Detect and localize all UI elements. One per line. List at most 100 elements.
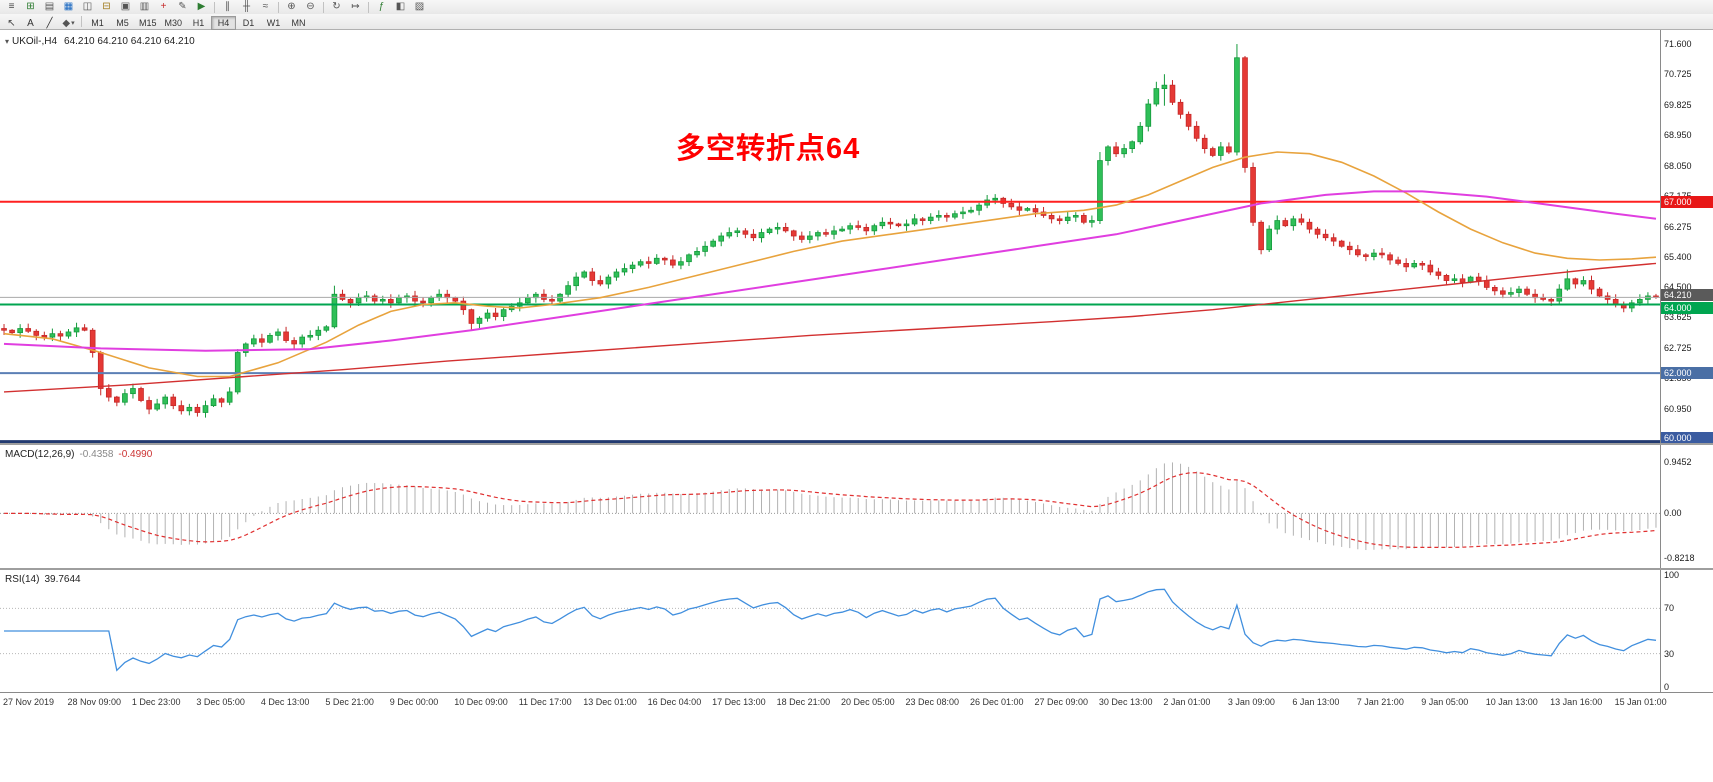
time-axis-label: 18 Dec 21:00 bbox=[776, 697, 831, 707]
navigator-icon: ⊟ bbox=[102, 1, 111, 12]
macd-label: MACD(12,26,9) bbox=[5, 449, 75, 460]
toolbar-data-window-button[interactable]: ◫ bbox=[78, 1, 97, 13]
time-axis-label: 23 Dec 08:00 bbox=[905, 697, 960, 707]
time-axis-label: 16 Dec 04:00 bbox=[647, 697, 702, 707]
time-axis-label: 5 Dec 21:00 bbox=[325, 697, 374, 707]
toolbar-bar-chart-button[interactable]: ∥ bbox=[218, 1, 237, 13]
time-axis-label: 10 Jan 13:00 bbox=[1485, 697, 1538, 707]
toolbar-auto-scroll-button[interactable]: ↻ bbox=[327, 1, 346, 13]
toolbar-terminal-button[interactable]: ▣ bbox=[116, 1, 135, 13]
time-axis-label: 9 Jan 05:00 bbox=[1421, 697, 1469, 707]
toolbar-market-watch-button[interactable]: ▦ bbox=[59, 1, 78, 13]
toolbar-zoom-in-button[interactable]: ⊕ bbox=[282, 1, 301, 13]
toolbar-separator bbox=[81, 16, 82, 27]
macd-scale[interactable]: 0.9452 0.00 -0.8218 bbox=[1660, 445, 1713, 568]
toolbar-row-2: ↖ A ╱ ◆ ▾ M1 M5 M15 M30 H1 H4 D1 W1 MN bbox=[0, 14, 1713, 30]
toolbar-separator bbox=[214, 1, 215, 13]
time-axis-label: 13 Dec 01:00 bbox=[583, 697, 637, 707]
price-axis-label: 60.950 bbox=[1664, 404, 1692, 415]
timeframe-m1-button[interactable]: M1 bbox=[85, 16, 110, 30]
price-badge-support-60: 60.000 bbox=[1661, 431, 1713, 443]
main-price-scale[interactable]: 71.60070.72569.82568.95068.05067.17566.2… bbox=[1660, 30, 1713, 443]
time-axis-label: 17 Dec 13:00 bbox=[712, 697, 766, 707]
templates-icon: ▨ bbox=[414, 1, 425, 12]
main-chart-panel[interactable]: ▾ UKOil-,H4 64.210 64.210 64.210 64.210 多空… bbox=[0, 30, 1713, 443]
toolbar-new-order-button[interactable]: + bbox=[154, 1, 173, 13]
rsi-indicator-chart[interactable] bbox=[0, 570, 1660, 692]
macd-indicator-chart[interactable] bbox=[0, 445, 1660, 568]
toolbar-separator bbox=[368, 1, 369, 13]
timeframe-m30-button[interactable]: M30 bbox=[161, 16, 187, 30]
price-axis-label: 64.500 bbox=[1664, 282, 1692, 293]
chart-annotation: 多空转折点64 bbox=[676, 133, 861, 165]
time-axis-label: 3 Dec 05:00 bbox=[196, 697, 245, 707]
time-axis[interactable]: 27 Nov 2019 28 Nov 09:00 1 Dec 23:00 3 Dec … bbox=[0, 692, 1713, 714]
toolbar-draw-tools-button[interactable]: ◆ ▾ bbox=[59, 17, 78, 31]
time-axis-label: 9 Dec 00:00 bbox=[389, 697, 439, 707]
rsi-panel[interactable]: RSI(14) 39.7644 100 70 30 0 bbox=[0, 568, 1713, 692]
candlestick-chart[interactable] bbox=[0, 30, 1660, 443]
line-chart-icon: ≈ bbox=[262, 1, 269, 12]
draw-tools-icon: ◆ bbox=[62, 17, 71, 29]
toolbar-periods-button[interactable]: ◧ bbox=[391, 1, 410, 13]
price-axis-label: 70.725 bbox=[1664, 69, 1692, 80]
toolbar-chart-shift-button[interactable]: ↦ bbox=[346, 1, 365, 13]
macd-panel[interactable]: MACD(12,26,9) -0.4358 -0.4990 0.9452 0.00 -0… bbox=[0, 443, 1713, 568]
market-watch-icon: ▦ bbox=[63, 1, 74, 12]
price-axis-label: 71.600 bbox=[1664, 39, 1692, 50]
rsi-scale[interactable]: 100 70 30 0 bbox=[1660, 570, 1713, 692]
terminal-icon: ▣ bbox=[120, 1, 131, 12]
toolbar-strategy-tester-button[interactable]: ▥ bbox=[135, 1, 154, 13]
ma-slow-red-line bbox=[3, 262, 1657, 393]
timeframe-d1-button[interactable]: D1 bbox=[236, 16, 261, 30]
rsi-axis-label: 100 bbox=[1664, 569, 1680, 580]
toolbar-chart-profiles-button[interactable]: ▤ bbox=[40, 1, 59, 13]
toolbar-candlestick-chart-button[interactable]: ╫ bbox=[237, 1, 256, 13]
toolbar-text-label-button[interactable]: A bbox=[21, 17, 40, 31]
collapse-chart-icon[interactable]: ▾ bbox=[5, 37, 10, 46]
timeframe-m15-button[interactable]: M15 bbox=[135, 16, 161, 30]
toolbar-menu-button[interactable]: ≡ bbox=[2, 1, 21, 13]
time-axis-label: 30 Dec 13:00 bbox=[1098, 697, 1153, 707]
toolbar-new-chart-button[interactable]: ⊞ bbox=[21, 1, 40, 13]
strategy-tester-icon: ▥ bbox=[139, 1, 150, 12]
toolbar-separator bbox=[278, 1, 279, 13]
rsi-axis-label: 0 bbox=[1664, 682, 1670, 692]
timeframe-h1-button[interactable]: H1 bbox=[186, 16, 211, 30]
toolbar-templates-button[interactable]: ▨ bbox=[410, 1, 429, 13]
time-axis-label: 15 Jan 01:00 bbox=[1614, 697, 1667, 707]
rsi-line bbox=[4, 588, 1657, 672]
price-axis-label: 66.275 bbox=[1664, 221, 1692, 232]
toolbar-autotrading-button[interactable]: ▶ bbox=[192, 1, 211, 13]
rsi-value: 39.7644 bbox=[44, 574, 81, 585]
toolbar-row-1: ≡ ⊞ ▤ ▦ ◫ ⊟ ▣ ▥ + ✎ ▶ ∥ ╫ ≈ ⊕ ⊖ ↻ ↦ ƒ ◧ ▨ bbox=[0, 0, 1713, 14]
new-chart-icon: ⊞ bbox=[26, 1, 35, 12]
price-badge-bid-price: 64.210 bbox=[1661, 289, 1713, 302]
toolbar-line-chart-button[interactable]: ≈ bbox=[256, 1, 275, 13]
price-axis-label: 65.400 bbox=[1664, 251, 1692, 262]
time-axis-label: 1 Dec 23:00 bbox=[131, 697, 181, 707]
macd-axis-label: 0.9452 bbox=[1664, 456, 1692, 467]
ohlc-values: 64.210 64.210 64.210 64.210 bbox=[64, 36, 195, 47]
price-axis-label: 62.725 bbox=[1664, 343, 1692, 354]
timeframe-m5-button[interactable]: M5 bbox=[110, 16, 135, 30]
toolbar-navigator-button[interactable]: ⊟ bbox=[97, 1, 116, 13]
timeframe-toolbar: M1 M5 M15 M30 H1 H4 D1 W1 MN bbox=[85, 13, 311, 31]
time-axis-label: 26 Dec 01:00 bbox=[969, 697, 1024, 707]
zoom-in-icon: ⊕ bbox=[287, 1, 296, 12]
price-axis-label: 68.050 bbox=[1664, 160, 1692, 171]
candlestick-chart-icon: ╫ bbox=[242, 1, 251, 12]
timeframe-w1-button[interactable]: W1 bbox=[261, 16, 286, 30]
data-window-icon: ◫ bbox=[82, 1, 93, 12]
timeframe-h4-button[interactable]: H4 bbox=[211, 15, 237, 30]
chevron-down-icon: ▾ bbox=[71, 19, 75, 27]
price-badge-support-64: 64.000 bbox=[1661, 301, 1713, 314]
macd-axis-label: -0.8218 bbox=[1664, 553, 1695, 564]
ma-fast-orange-line bbox=[3, 151, 1657, 378]
toolbar-zoom-out-button[interactable]: ⊖ bbox=[301, 1, 320, 13]
toolbar-metaeditor-button[interactable]: ✎ bbox=[173, 1, 192, 13]
toolbar-cursor-button[interactable]: ↖ bbox=[2, 17, 21, 31]
toolbar-indicators-button[interactable]: ƒ bbox=[372, 1, 391, 13]
timeframe-mn-button[interactable]: MN bbox=[286, 16, 311, 30]
toolbar-trendline-button[interactable]: ╱ bbox=[40, 17, 59, 31]
